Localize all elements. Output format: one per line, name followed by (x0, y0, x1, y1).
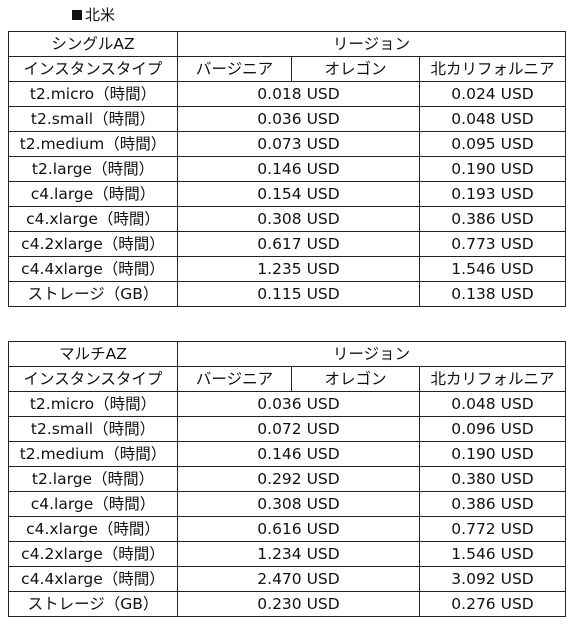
table-row: c4.2xlarge（時間） 1.234 USD 1.546 USD (8, 541, 567, 567)
table-title-row: シングルAZ リージョン (8, 31, 567, 57)
north-california-price-cell: 0.380 USD (418, 466, 567, 492)
multi-az-pricing-table: マルチAZ リージョン インスタンスタイプ バージニア オレゴン 北カリフォルニ… (8, 341, 567, 617)
virginia-oregon-price-cell: 0.146 USD (177, 441, 420, 467)
table-row: t2.micro（時間） 0.018 USD 0.024 USD (8, 81, 567, 107)
virginia-oregon-price-cell: 0.308 USD (177, 491, 420, 517)
instance-type-cell: c4.4xlarge（時間） (8, 256, 178, 282)
instance-type-cell: t2.large（時間） (8, 466, 178, 492)
north-california-price-cell: 0.048 USD (418, 106, 567, 132)
instance-type-cell: t2.small（時間） (8, 416, 178, 442)
column-header-row: インスタンスタイプ バージニア オレゴン 北カリフォルニア (8, 56, 567, 82)
instance-type-cell: c4.4xlarge（時間） (8, 566, 178, 592)
region-header: リージョン (176, 341, 567, 367)
north-california-price-cell: 0.138 USD (418, 281, 567, 307)
north-california-price-cell: 0.386 USD (418, 206, 567, 232)
square-bullet-icon (72, 10, 82, 20)
table-row: c4.4xlarge（時間） 1.235 USD 1.546 USD (8, 256, 567, 282)
table-row: ストレージ（GB） 0.230 USD 0.276 USD (8, 591, 567, 617)
column-header-oregon: オレゴン (291, 56, 420, 82)
virginia-oregon-price-cell: 0.154 USD (177, 181, 420, 207)
virginia-oregon-price-cell: 0.308 USD (177, 206, 420, 232)
column-header-row: インスタンスタイプ バージニア オレゴン 北カリフォルニア (8, 366, 567, 392)
north-california-price-cell: 0.024 USD (418, 81, 567, 107)
instance-type-cell: t2.large（時間） (8, 156, 178, 182)
virginia-oregon-price-cell: 0.073 USD (177, 131, 420, 157)
table-row: c4.large（時間） 0.154 USD 0.193 USD (8, 181, 567, 207)
table-row: c4.xlarge（時間） 0.616 USD 0.772 USD (8, 516, 567, 542)
virginia-oregon-price-cell: 1.234 USD (177, 541, 420, 567)
instance-type-cell: c4.large（時間） (8, 181, 178, 207)
instance-type-cell: ストレージ（GB） (8, 281, 178, 307)
heading-text: 北米 (85, 6, 116, 24)
column-header-virginia: バージニア (177, 366, 292, 392)
virginia-oregon-price-cell: 0.115 USD (177, 281, 420, 307)
north-california-price-cell: 0.048 USD (418, 391, 567, 417)
virginia-oregon-price-cell: 0.018 USD (177, 81, 420, 107)
table-row: c4.large（時間） 0.308 USD 0.386 USD (8, 491, 567, 517)
north-california-price-cell: 0.772 USD (418, 516, 567, 542)
virginia-oregon-price-cell: 0.036 USD (177, 106, 420, 132)
virginia-oregon-price-cell: 0.146 USD (177, 156, 420, 182)
single-az-pricing-table: シングルAZ リージョン インスタンスタイプ バージニア オレゴン 北カリフォル… (8, 31, 567, 307)
instance-type-cell: c4.large（時間） (8, 491, 178, 517)
table-row: c4.2xlarge（時間） 0.617 USD 0.773 USD (8, 231, 567, 257)
table-title: シングルAZ (8, 31, 178, 57)
region-header: リージョン (176, 31, 567, 57)
table-row: t2.small（時間） 0.036 USD 0.048 USD (8, 106, 567, 132)
instance-type-cell: t2.micro（時間） (8, 81, 178, 107)
table-row: t2.medium（時間） 0.073 USD 0.095 USD (8, 131, 567, 157)
table-row: c4.4xlarge（時間） 2.470 USD 3.092 USD (8, 566, 567, 592)
instance-type-cell: c4.xlarge（時間） (8, 516, 178, 542)
north-california-price-cell: 1.546 USD (418, 256, 567, 282)
virginia-oregon-price-cell: 0.036 USD (177, 391, 420, 417)
north-california-price-cell: 1.546 USD (418, 541, 567, 567)
north-california-price-cell: 0.773 USD (418, 231, 567, 257)
table-row: t2.micro（時間） 0.036 USD 0.048 USD (8, 391, 567, 417)
north-california-price-cell: 0.276 USD (418, 591, 567, 617)
page-heading: 北米 (72, 4, 115, 26)
instance-type-cell: c4.xlarge（時間） (8, 206, 178, 232)
north-california-price-cell: 0.096 USD (418, 416, 567, 442)
table-title-row: マルチAZ リージョン (8, 341, 567, 367)
table-title: マルチAZ (8, 341, 178, 367)
column-header-oregon: オレゴン (291, 366, 420, 392)
column-header-north-california: 北カリフォルニア (418, 56, 567, 82)
table-row: t2.small（時間） 0.072 USD 0.096 USD (8, 416, 567, 442)
north-california-price-cell: 0.190 USD (418, 441, 567, 467)
instance-type-cell: c4.2xlarge（時間） (8, 541, 178, 567)
virginia-oregon-price-cell: 1.235 USD (177, 256, 420, 282)
virginia-oregon-price-cell: 0.616 USD (177, 516, 420, 542)
column-header-instance-type: インスタンスタイプ (8, 366, 178, 392)
virginia-oregon-price-cell: 0.072 USD (177, 416, 420, 442)
column-header-instance-type: インスタンスタイプ (8, 56, 178, 82)
north-california-price-cell: 3.092 USD (418, 566, 567, 592)
column-header-north-california: 北カリフォルニア (418, 366, 567, 392)
instance-type-cell: t2.medium（時間） (8, 131, 178, 157)
north-california-price-cell: 0.095 USD (418, 131, 567, 157)
virginia-oregon-price-cell: 2.470 USD (177, 566, 420, 592)
instance-type-cell: t2.medium（時間） (8, 441, 178, 467)
north-california-price-cell: 0.190 USD (418, 156, 567, 182)
table-row: t2.medium（時間） 0.146 USD 0.190 USD (8, 441, 567, 467)
virginia-oregon-price-cell: 0.230 USD (177, 591, 420, 617)
table-row: t2.large（時間） 0.292 USD 0.380 USD (8, 466, 567, 492)
north-california-price-cell: 0.386 USD (418, 491, 567, 517)
table-row: ストレージ（GB） 0.115 USD 0.138 USD (8, 281, 567, 307)
instance-type-cell: c4.2xlarge（時間） (8, 231, 178, 257)
table-row: t2.large（時間） 0.146 USD 0.190 USD (8, 156, 567, 182)
virginia-oregon-price-cell: 0.617 USD (177, 231, 420, 257)
virginia-oregon-price-cell: 0.292 USD (177, 466, 420, 492)
instance-type-cell: t2.small（時間） (8, 106, 178, 132)
column-header-virginia: バージニア (177, 56, 292, 82)
instance-type-cell: ストレージ（GB） (8, 591, 178, 617)
instance-type-cell: t2.micro（時間） (8, 391, 178, 417)
north-california-price-cell: 0.193 USD (418, 181, 567, 207)
table-row: c4.xlarge（時間） 0.308 USD 0.386 USD (8, 206, 567, 232)
